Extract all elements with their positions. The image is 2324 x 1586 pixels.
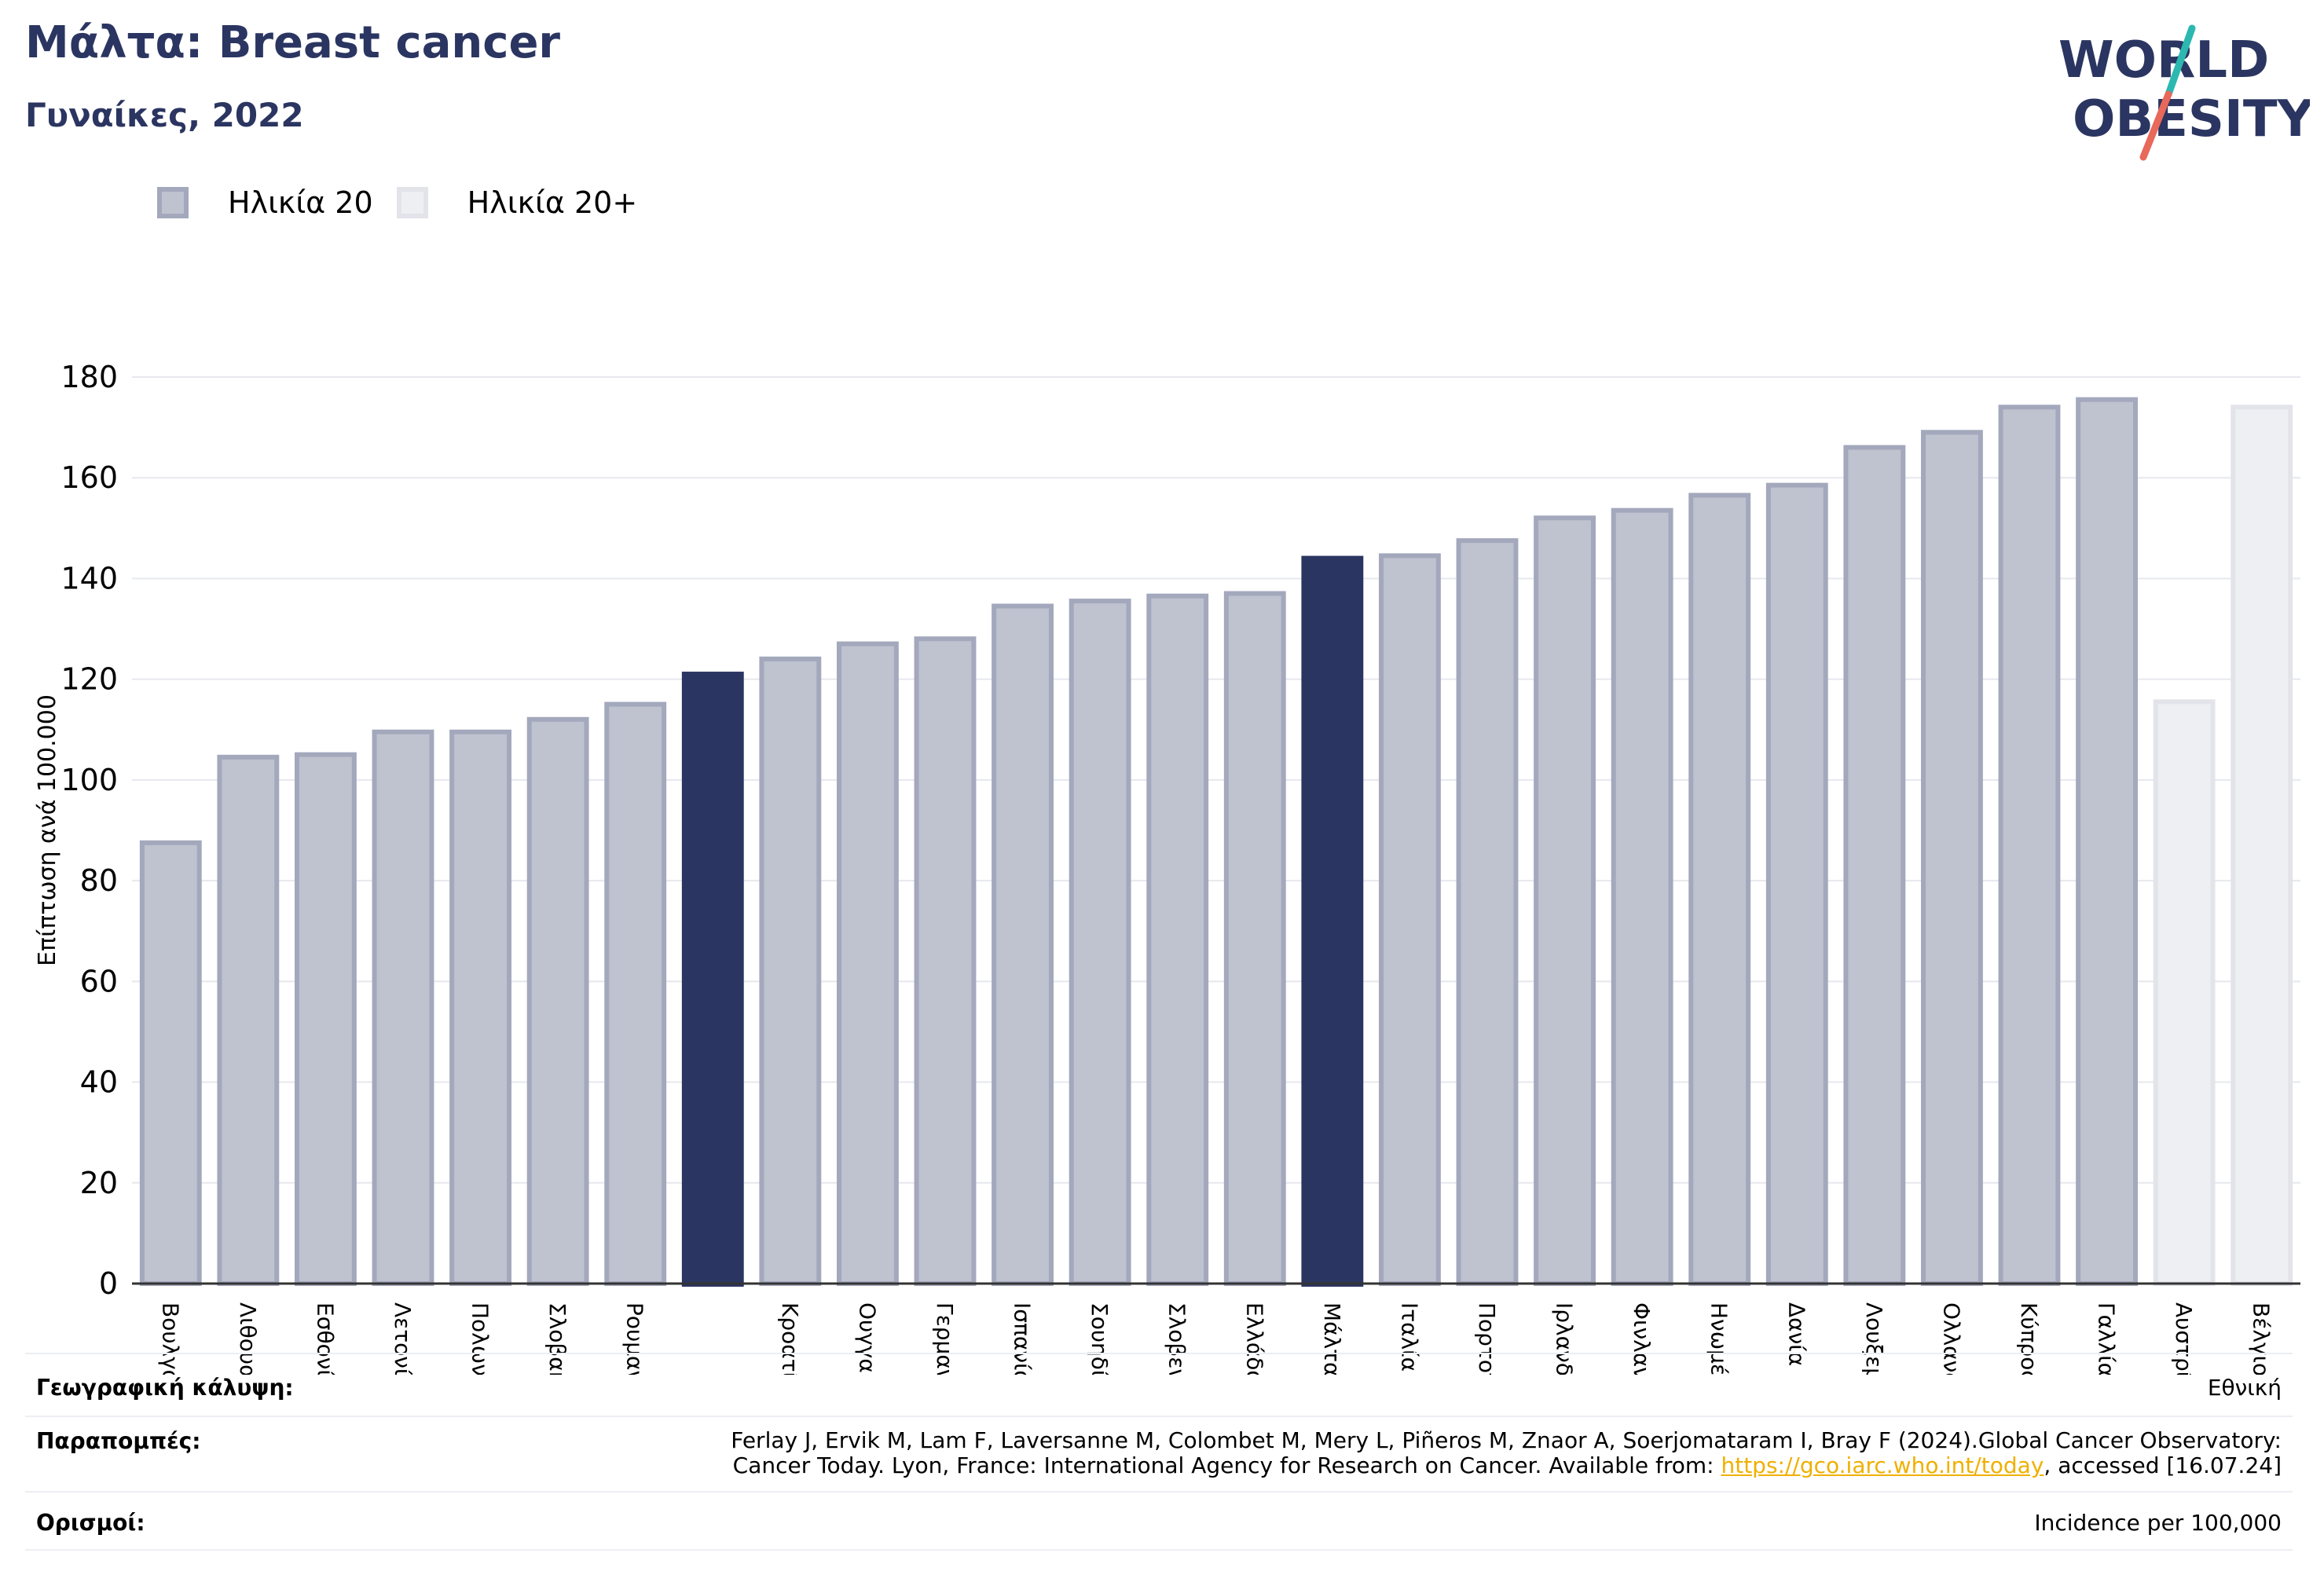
legend-swatch-age-20-plus [396, 187, 428, 218]
legend-label-age-20: Ηλικία 20 [228, 185, 373, 220]
bar [1765, 482, 1828, 1286]
world-obesity-logo: WORLD OBESITY [2058, 24, 2310, 161]
y-tick-label: 80 [80, 863, 118, 898]
references-text: Ferlay J, Ervik M, Lam F, Laversanne M, … [731, 1428, 2282, 1478]
x-tick-label: Ισπανία [1010, 1302, 1036, 1375]
x-tick-label: Σλοβακία [544, 1302, 570, 1375]
chart-title: Μάλτα: Breast cancer [25, 17, 561, 68]
x-tick-label: Πολωνία [467, 1302, 493, 1375]
bar [1146, 593, 1209, 1286]
footer-coverage-row: Γεωγραφική κάλυψη: Εθνική [25, 1353, 2293, 1417]
bar [526, 716, 589, 1286]
x-tick-label: Ηνωμένο Βασίλειο [1706, 1302, 1732, 1375]
bar [295, 752, 357, 1286]
x-tick-label: Ολλανδία [1938, 1302, 1964, 1375]
x-tick-label: Ιταλία [1396, 1302, 1422, 1372]
coverage-label: Γεωγραφική κάλυψη: [36, 1375, 294, 1401]
y-axis-label: Επίπτωση ανά 100.000 [34, 694, 61, 966]
bar [1843, 445, 1906, 1286]
bar [992, 603, 1054, 1286]
references-link[interactable]: https://gco.iarc.who.int/today [1721, 1452, 2044, 1478]
y-tick-label: 40 [80, 1065, 118, 1100]
x-tick-label: Σλοβενία [1164, 1302, 1190, 1375]
bar [914, 636, 977, 1286]
x-tick-label: Γαλλία [2094, 1302, 2120, 1375]
bar [372, 729, 434, 1286]
definitions-value: Incidence per 100,000 [2034, 1510, 2282, 1536]
references-line-2-accessed: , accessed [16.07.24] [2044, 1452, 2282, 1478]
bar [759, 656, 822, 1286]
references-label: Παραπομπές: [36, 1428, 201, 1454]
bar [1534, 515, 1596, 1286]
y-tick-label: 120 [60, 662, 118, 697]
y-tick-label: 140 [60, 561, 118, 595]
bar [139, 840, 202, 1287]
logo-slash-bottom [2139, 90, 2172, 161]
bar [217, 754, 280, 1286]
bar-chart: 0 20 40 60 80 100 120 140 160 180 Επίπτωση ανά 100… [34, 360, 2300, 1375]
logo-line-2: OBESITY [2073, 90, 2310, 148]
x-tick-label: Εσθονία [312, 1302, 338, 1375]
y-tick-label: 100 [60, 763, 118, 797]
x-tick-label: Μάλτα [1319, 1302, 1345, 1375]
legend-item-age-20-plus[interactable]: Ηλικία 20+ [396, 185, 638, 220]
definitions-label: Ορισμοί: [36, 1510, 145, 1536]
bar [1223, 591, 1286, 1286]
logo-line-1: WORLD [2058, 31, 2269, 90]
x-tick-label: Δανία [1783, 1302, 1809, 1366]
bar [1921, 430, 1983, 1286]
bar [1379, 553, 1441, 1286]
x-tick-label: Λουξεμβούργο [1861, 1302, 1887, 1375]
x-tick-label: Ιρλανδία [1552, 1302, 1578, 1375]
y-tick-label: 180 [60, 360, 118, 394]
legend: Ηλικία 20 Ηλικία 20+ [157, 181, 661, 225]
x-tick-label: Πορτογαλία [1474, 1302, 1500, 1375]
legend-swatch-age-20 [157, 187, 189, 218]
coverage-value: Εθνική [2207, 1375, 2282, 1401]
bar [2153, 699, 2216, 1286]
bar [1456, 538, 1519, 1286]
y-tick-label: 0 [99, 1266, 118, 1301]
bar [1688, 493, 1751, 1286]
x-tick-label: Φινλανδία [1629, 1302, 1655, 1375]
x-tick-label: Βουλγαρία [157, 1302, 183, 1375]
footer-definitions-row: Ορισμοί: Incidence per 100,000 [25, 1491, 2293, 1551]
references-line-2: Cancer Today. Lyon, France: Internationa… [731, 1453, 2282, 1478]
x-tick-label: Ρουμανία [622, 1302, 648, 1375]
bar [2076, 397, 2138, 1287]
bar [837, 641, 899, 1286]
x-tick-label: Κύπρος [2016, 1302, 2042, 1375]
footer-references-row: Παραπομπές: Ferlay J, Ervik M, Lam F, La… [25, 1416, 2293, 1493]
legend-item-age-20[interactable]: Ηλικία 20 [157, 185, 373, 220]
x-tick-label: Σουηδία [1087, 1302, 1113, 1375]
x-tick-label: Βέλγιο [2249, 1302, 2275, 1375]
x-tick-label: Γερμανία [932, 1302, 958, 1375]
x-tick-label: Λετονία [390, 1302, 416, 1375]
references-line-2-text: Cancer Today. Lyon, France: Internationa… [732, 1452, 1721, 1478]
logo-slash-top [2165, 24, 2196, 98]
x-tick-label: Ελλάδα [1241, 1302, 1267, 1375]
y-tick-label: 20 [80, 1166, 118, 1200]
x-tick-label: Ουγγαρία [854, 1302, 880, 1375]
bar [1998, 405, 2061, 1286]
bar [1611, 507, 1673, 1286]
references-line-1: Ferlay J, Ervik M, Lam F, Laversanne M, … [731, 1427, 2282, 1453]
chart-subtitle: Γυναίκες, 2022 [25, 96, 304, 134]
x-tick-label: Αυστρία [2171, 1302, 2197, 1375]
bar [2231, 405, 2293, 1286]
bar [604, 701, 667, 1286]
legend-label-age-20-plus: Ηλικία 20+ [467, 185, 638, 220]
bar [1301, 555, 1364, 1287]
x-tick-label: Κροατία [777, 1302, 803, 1375]
bar [681, 672, 744, 1287]
bar [1069, 599, 1131, 1286]
y-tick-label: 160 [60, 460, 118, 495]
bar [449, 729, 512, 1286]
x-tick-label: Λιθουανία [235, 1302, 261, 1375]
y-tick-label: 60 [80, 964, 118, 998]
